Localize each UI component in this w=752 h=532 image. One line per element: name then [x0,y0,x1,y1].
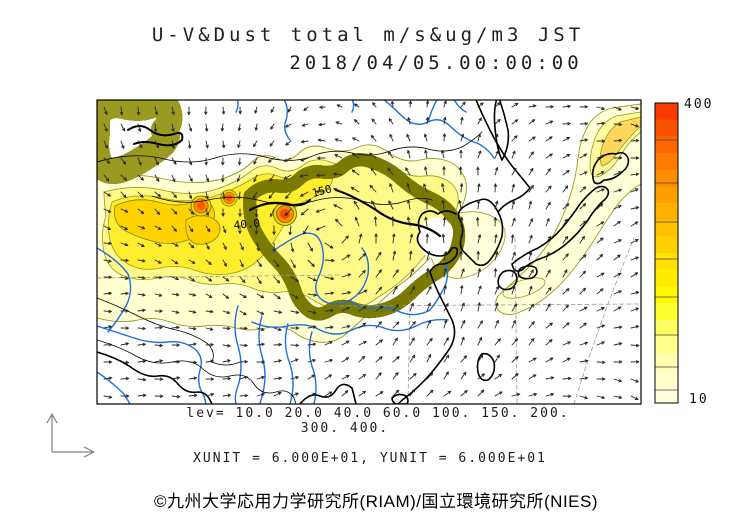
rivers [97,100,495,404]
colorbar [655,103,678,404]
graticule-lines [97,237,641,404]
colorbar-border [654,102,679,404]
wind-vectors [103,100,640,401]
colorbar-max-label: 400 [684,97,714,112]
vector-scale-arrows [46,412,95,458]
coastlines [97,100,630,404]
colorbar-ticks [655,139,678,391]
contour-label-150: 150 [311,182,333,199]
chart-title-line2: 2018/04/05.00:00:00 [289,52,583,74]
unit-scale-text: XUNIT = 6.000E+01, YUNIT = 6.000E+01 [193,451,547,466]
dust-filled-contours [97,100,641,343]
map-frame [96,99,642,405]
lev-levels-line1: lev= 10.0 20.0 40.0 60.0 100. 150. 200. [186,406,570,421]
lev-levels-line2: 300. 400. [300,421,390,436]
colorbar-min-label: 10 [689,392,709,407]
chart-title-line1: U-V&Dust total m/s&ug/m3 JST [151,24,585,46]
credit-text: ©九州大学応用力学研究所(RIAM)/国立環境研究所(NIES) [153,492,599,511]
